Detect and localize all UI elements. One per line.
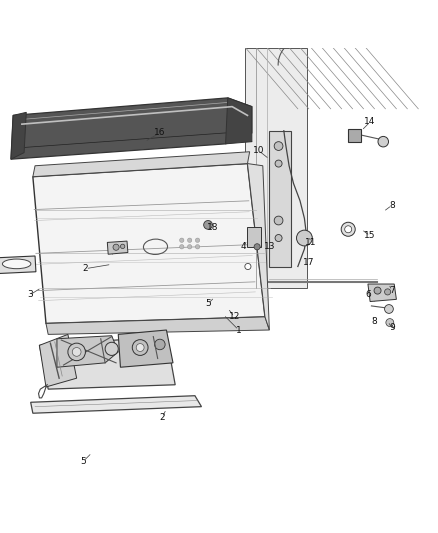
Circle shape [68,343,85,361]
Text: 14: 14 [364,117,376,126]
Text: 18: 18 [207,223,218,231]
Circle shape [245,263,251,270]
Text: 7: 7 [389,286,395,295]
Circle shape [120,244,125,248]
Circle shape [341,222,355,236]
Circle shape [274,142,283,150]
Polygon shape [247,164,269,330]
Ellipse shape [2,259,31,269]
Polygon shape [0,256,36,273]
Circle shape [385,289,391,295]
Polygon shape [11,98,252,159]
Polygon shape [247,227,261,247]
Polygon shape [368,284,396,302]
Circle shape [187,238,192,243]
Text: 16: 16 [154,128,166,138]
Circle shape [195,245,200,249]
Text: 4: 4 [240,243,246,251]
Circle shape [275,235,282,241]
Text: 13: 13 [264,243,275,251]
Polygon shape [348,128,361,142]
Text: 5: 5 [205,299,211,308]
Circle shape [254,244,260,250]
Polygon shape [46,317,269,334]
Circle shape [113,244,119,251]
Circle shape [72,348,81,356]
Text: 17: 17 [303,257,314,266]
Circle shape [378,136,389,147]
Polygon shape [118,330,173,367]
Circle shape [195,238,200,243]
Text: 3: 3 [27,290,33,300]
Circle shape [385,304,393,313]
Text: 10: 10 [253,146,264,155]
Circle shape [274,216,283,225]
Polygon shape [33,164,265,324]
Text: 5: 5 [80,457,86,466]
Polygon shape [11,112,26,159]
Text: 15: 15 [364,231,376,240]
Text: 1: 1 [236,326,242,335]
Polygon shape [226,98,252,144]
Circle shape [297,230,312,246]
Polygon shape [269,131,291,266]
Polygon shape [33,152,250,177]
Circle shape [180,238,184,243]
Circle shape [275,160,282,167]
Text: 9: 9 [389,324,395,332]
Circle shape [180,245,184,249]
Text: 11: 11 [305,238,317,247]
Circle shape [187,245,192,249]
Polygon shape [57,336,118,367]
Circle shape [155,339,165,350]
Polygon shape [39,334,77,387]
Circle shape [204,221,212,229]
Polygon shape [31,395,201,413]
Circle shape [386,319,394,327]
Circle shape [136,344,144,351]
Circle shape [105,342,118,356]
Text: 2: 2 [159,413,165,422]
Circle shape [345,226,352,233]
Polygon shape [107,241,128,254]
Text: 2: 2 [83,264,88,273]
Polygon shape [39,336,175,389]
Circle shape [132,340,148,356]
Polygon shape [245,47,307,288]
Text: 6: 6 [365,290,371,300]
Text: 8: 8 [389,201,395,209]
Circle shape [374,287,381,294]
Text: 8: 8 [371,317,378,326]
Text: 12: 12 [229,312,240,321]
